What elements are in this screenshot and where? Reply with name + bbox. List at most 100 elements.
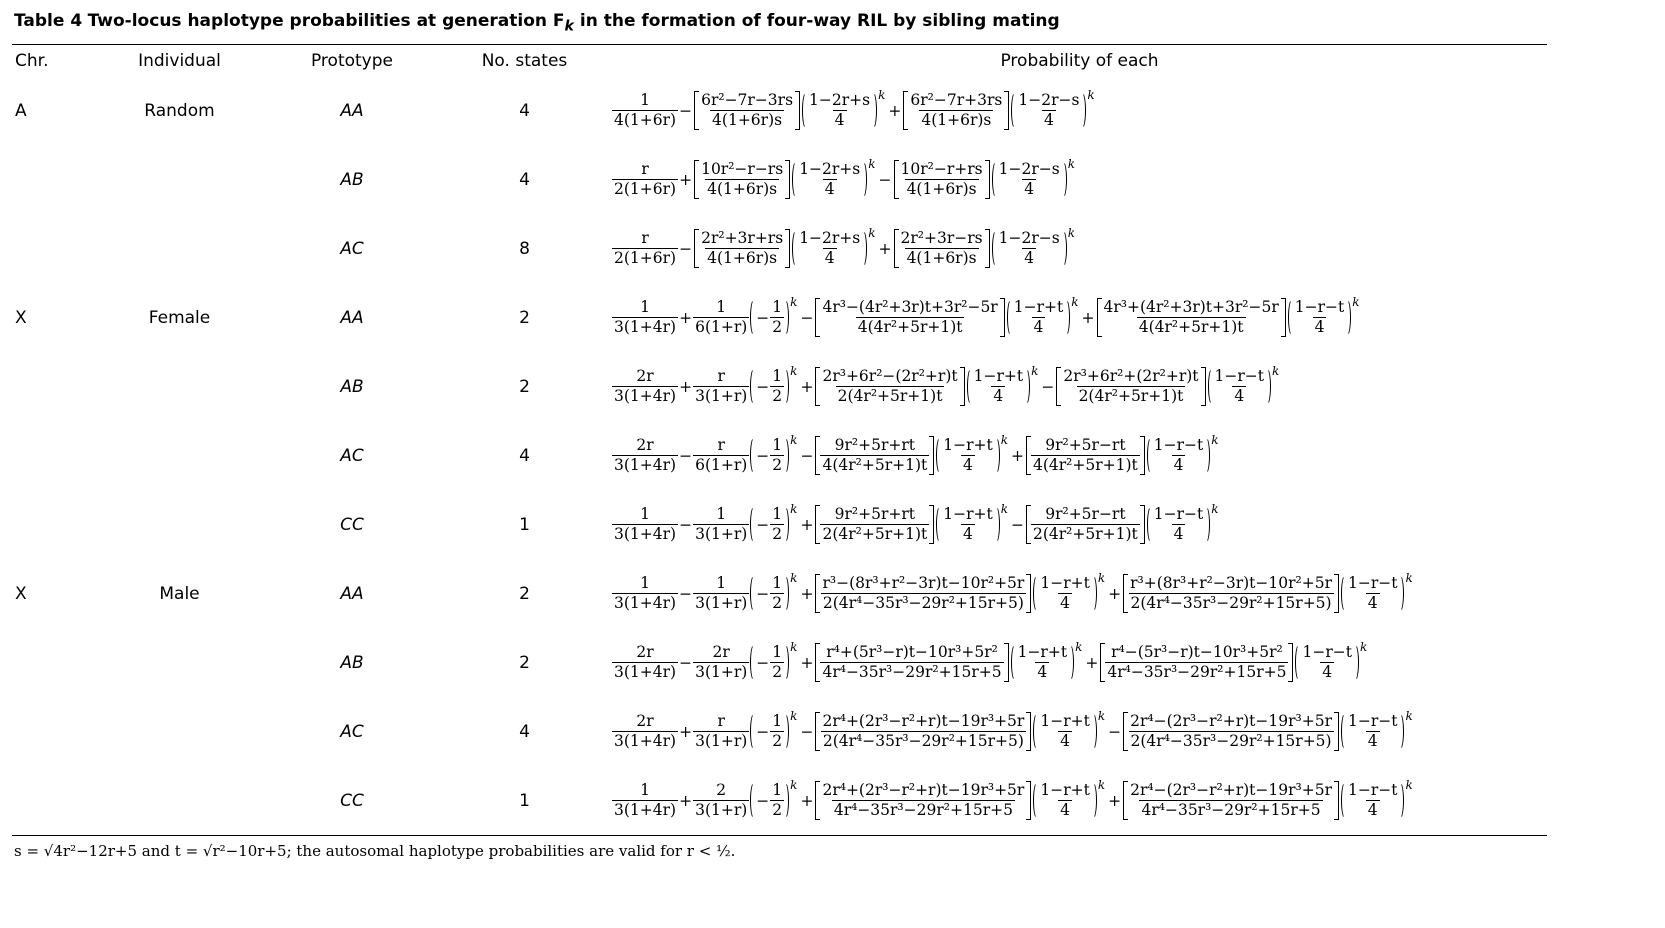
- fraction: r 2(1+6r): [612, 160, 679, 199]
- denominator: 4(1+6r)s: [705, 179, 780, 198]
- exponent: k: [868, 225, 876, 240]
- individual-cell: [92, 352, 267, 421]
- denominator: 2(4r²+5r+1)t: [835, 386, 945, 405]
- numerator: 1: [716, 505, 727, 523]
- term: 2r³+6r²−(2r²+r)t 2(4r²+5r+1)t: [815, 367, 965, 406]
- states-cell: 1: [519, 790, 530, 811]
- operator: −: [878, 170, 892, 189]
- fraction: 2r⁴−(2r³−r²+r)t−19r³+5r 2(4r⁴−35r³−29r²+1…: [1128, 712, 1334, 751]
- fraction: 2r²+3r−rs 4(1+6r)s: [899, 229, 985, 268]
- term: 1−r+t 4: [1033, 574, 1098, 613]
- denominator: 4(1+6r)s: [904, 179, 979, 198]
- term: 1 3(1+r): [693, 505, 750, 544]
- formula: 2r 3(1+4r) + r 3(1+r) −1 2 k −2r⁴+(2r³−r²+r)t−19…: [612, 708, 1415, 751]
- denominator: 4(4r²+5r+1)t: [855, 317, 965, 336]
- operator: +: [1085, 653, 1099, 672]
- numerator: 1: [772, 643, 783, 661]
- header-cell: Chr.: [15, 50, 49, 71]
- term: 9r²+5r+rt 2(4r²+5r+1)t: [815, 505, 935, 544]
- table-row: CC 1 1 3(1+4r) −1 3(1+r) −1 2 k +9r²+5r+rt 2(4r²+5…: [12, 490, 1547, 559]
- denominator: 2(4r⁴−35r³−29r²+15r+5): [1128, 593, 1334, 612]
- denominator: 3(1+4r): [612, 455, 679, 474]
- fraction: r⁴+(5r³−r)t−10r³+5r² 4r⁴−35r³−29r²+15r+5: [820, 643, 1004, 682]
- numerator: 2r: [636, 436, 654, 454]
- term: 6r²−7r−3rs 4(1+6r)s: [694, 91, 801, 130]
- term: 2r 3(1+4r): [612, 436, 679, 475]
- numerator: 2: [716, 781, 727, 799]
- exponent: k: [1031, 363, 1039, 378]
- header-cell: Probability of each: [1000, 50, 1159, 71]
- footnote: s = √4r²−12r+5 and t = √r²−10r+5; the au…: [14, 842, 736, 860]
- exponent: k: [1097, 708, 1106, 723]
- numerator: 2r⁴−(2r³−r²+r)t−19r³+5r: [1130, 712, 1332, 730]
- term: 1−r−t 4: [1341, 712, 1405, 751]
- fraction: 1−r+t 4: [1016, 643, 1069, 682]
- chr-cell: [12, 697, 92, 766]
- numerator: 1−r−t: [1348, 712, 1398, 730]
- fraction: 1−2r+s 4: [797, 229, 862, 268]
- table-row: AB 4 r 2(1+6r) +10r²−r−rs 4(1+6r)s 1−2r+s 4 k −10…: [12, 145, 1547, 214]
- term: 1−r−t 4: [1146, 505, 1211, 544]
- term: 2r⁴+(2r³−r²+r)t−19r³+5r 2(4r⁴−35r³−29r²+1…: [815, 712, 1032, 751]
- numerator: r: [717, 367, 725, 385]
- term: 1−2r+s 4: [792, 229, 868, 268]
- denominator: 4: [1365, 731, 1380, 750]
- denominator: 3(1+r): [693, 524, 750, 543]
- numerator: 1: [772, 574, 783, 592]
- operator: +: [800, 653, 814, 672]
- exponent: k: [790, 708, 798, 723]
- operator: −: [679, 446, 693, 465]
- prototype-cell: AA: [340, 307, 364, 328]
- table-row: AB 2 2r 3(1+4r) −2r 3(1+r) −1 2 k + r⁴+(5r³−r)t−10…: [12, 628, 1547, 697]
- header-cell: Prototype: [310, 50, 393, 71]
- denominator: 2(4r²+5r+1)t: [1076, 386, 1186, 405]
- numerator: 9r²+5r−rt: [1045, 436, 1126, 454]
- chr-cell: [12, 214, 92, 283]
- term: −1 2: [750, 712, 790, 751]
- exponent: k: [790, 363, 798, 378]
- denominator: 4r⁴−35r³−29r²+15r+5: [1139, 800, 1323, 819]
- numerator: 4r³−(4r²+3r)t+3r²−5r: [822, 298, 998, 316]
- denominator: 2(1+6r): [612, 248, 679, 267]
- fraction: 2r³+6r²+(2r²+r)t 2(4r²+5r+1)t: [1061, 367, 1200, 406]
- fraction: 1−r+t 4: [1038, 712, 1091, 751]
- states-cell: 8: [519, 238, 530, 259]
- operator: −: [679, 101, 693, 120]
- fraction: r 3(1+r): [693, 712, 750, 751]
- states-cell: 2: [519, 376, 530, 397]
- prototype-cell: AC: [340, 445, 364, 466]
- term: 1−r+t 4: [1033, 712, 1098, 751]
- fraction: 1 3(1+4r): [612, 505, 679, 544]
- denominator: 4: [1058, 731, 1073, 750]
- fraction: 1−r−t 4: [1346, 781, 1399, 820]
- denominator: 4(4r²+5r+1)t: [1136, 317, 1246, 336]
- denominator: 4: [991, 386, 1006, 405]
- fraction: 6r²−7r+3rs 4(1+6r)s: [908, 91, 1004, 130]
- formula-cell: 1 3(1+4r) −1 3(1+r) −1 2 k + r³−(8r³+r²−3r)t−10r…: [612, 559, 1547, 628]
- numerator: 2r³+6r²+(2r²+r)t: [1063, 367, 1199, 385]
- denominator: 2: [770, 455, 785, 474]
- operator: −: [679, 515, 693, 534]
- chr-cell: [12, 421, 92, 490]
- term: r 3(1+r): [693, 367, 750, 406]
- term: 1 6(1+r): [693, 298, 750, 337]
- numerator: 1: [772, 436, 783, 454]
- numerator: 1−r+t: [973, 367, 1024, 385]
- denominator: 3(1+r): [693, 731, 750, 750]
- individual-cell: [92, 697, 267, 766]
- fraction: 1−r−t 4: [1346, 712, 1399, 751]
- numerator: 2r: [636, 643, 654, 661]
- numerator: 1−r−t: [1294, 298, 1345, 316]
- fraction: 2r 3(1+4r): [612, 436, 679, 475]
- formula-cell: 1 3(1+4r) +2 3(1+r) −1 2 k +2r⁴+(2r³−r²+r)t−19r…: [612, 766, 1547, 836]
- operator: +: [888, 101, 902, 120]
- exponent: k: [1352, 294, 1360, 309]
- term: 1−r−t 4: [1207, 367, 1272, 406]
- fraction: r⁴−(5r³−r)t−10r³+5r² 4r⁴−35r³−29r²+15r+5: [1105, 643, 1289, 682]
- denominator: 4(1+6r): [612, 110, 679, 129]
- chr-cell: X: [15, 583, 27, 604]
- fraction: 10r²−r+rs 4(1+6r)s: [899, 160, 985, 199]
